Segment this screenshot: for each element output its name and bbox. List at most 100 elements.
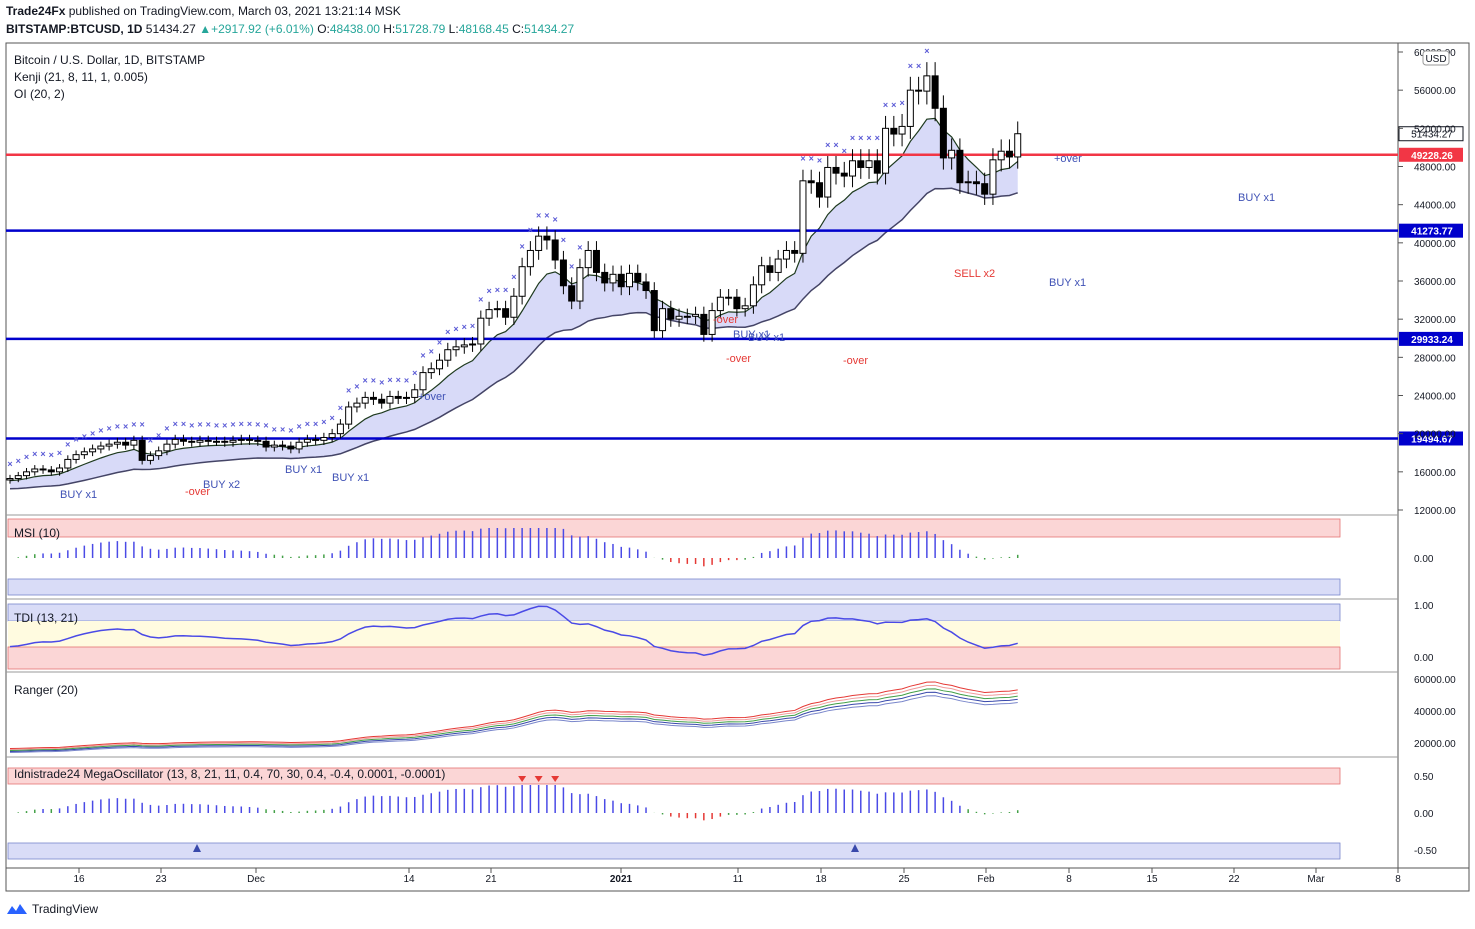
price-tick-label: 44000.00 — [1414, 201, 1456, 212]
candle-body — [584, 249, 592, 269]
signal-cross: × — [577, 243, 582, 253]
axes: 60000.00 56000.00 52000.00 48000.00 44000.00… — [73, 48, 1456, 885]
candle-body — [171, 438, 179, 445]
candle-body — [716, 296, 724, 312]
mega-tick-label: 0.50 — [1414, 772, 1434, 783]
signal-cross: × — [321, 417, 326, 427]
signal-cross: × — [296, 422, 301, 432]
candle-body — [138, 439, 146, 461]
tdi-tick-label: 1.00 — [1414, 601, 1434, 612]
candle-body — [188, 440, 196, 443]
candle-body — [733, 296, 741, 310]
signal-cross: × — [495, 285, 500, 295]
price-tick-label: 48000.00 — [1414, 163, 1456, 174]
candle-body — [502, 308, 510, 318]
candle-body — [708, 310, 716, 335]
candle-body — [964, 181, 972, 184]
signal-cross: × — [503, 285, 508, 295]
signal-annotation: BUY x1 — [748, 332, 785, 344]
candle-body — [956, 149, 964, 184]
mega-buy-marker — [193, 844, 201, 852]
candle-body — [146, 455, 154, 461]
signal-cross: × — [173, 419, 178, 429]
signal-cross: × — [825, 140, 830, 150]
candle-body — [6, 478, 14, 481]
candle-body — [972, 181, 980, 185]
signal-annotation: -over — [185, 486, 210, 498]
candle-body — [361, 396, 369, 404]
signal-cross: × — [40, 449, 45, 459]
level-label-bg — [1399, 223, 1463, 238]
signal-cross: × — [115, 422, 120, 432]
candle-body — [989, 159, 997, 195]
price-tick-label: 40000.00 — [1414, 239, 1456, 250]
signal-cross: × — [90, 429, 95, 439]
candle-body — [791, 249, 799, 254]
mega-lower-zone — [7, 842, 1341, 860]
msi-lower-zone — [7, 578, 1341, 596]
time-tick-label: 8 — [1066, 874, 1072, 885]
signal-cross: × — [189, 421, 194, 431]
candle-body — [543, 235, 551, 241]
candle-body — [402, 396, 410, 399]
candle-body — [113, 441, 121, 445]
signal-cross: × — [817, 156, 822, 166]
candle-body — [328, 433, 336, 438]
signal-cross: × — [313, 419, 318, 429]
mega-tick-label: 0.00 — [1414, 809, 1434, 820]
candle-body — [105, 443, 113, 447]
price-tick-label: 24000.00 — [1414, 392, 1456, 403]
candle-body — [906, 89, 914, 127]
time-tick-label: 11 — [733, 874, 744, 885]
candle-body — [155, 450, 163, 457]
signal-cross: × — [916, 61, 921, 71]
last-price-label: 51434.27 — [1411, 130, 1453, 141]
mega-legend: Idnistrade24 MegaOscillator (13, 8, 21, … — [14, 767, 445, 781]
candle-body — [56, 467, 64, 473]
signal-cross: × — [899, 98, 904, 108]
candle-body — [213, 440, 220, 443]
signal-cross: × — [396, 375, 401, 385]
candle-body — [601, 271, 609, 284]
candle-body — [799, 180, 807, 254]
signal-cross: × — [338, 403, 343, 413]
signal-annotation: BUY x1 — [285, 464, 322, 476]
publish-header: Trade24Fx published on TradingView.com, … — [6, 4, 401, 18]
signal-annotation: BUY x1 — [733, 329, 770, 341]
time-tick-label: Dec — [247, 874, 265, 885]
signal-cross: × — [82, 431, 87, 441]
candle-body — [221, 440, 229, 443]
price-tick-label: 16000.00 — [1414, 468, 1456, 479]
published-text: published on TradingView.com, March 03, … — [68, 4, 401, 18]
candle-body — [832, 166, 840, 174]
last-price-label-bg — [1398, 126, 1464, 142]
candle-body — [345, 406, 353, 425]
candle-body — [378, 398, 386, 404]
candle-body — [320, 436, 328, 441]
signal-cross: × — [511, 272, 516, 282]
candle-body — [758, 265, 766, 286]
ranger-band — [9, 688, 1018, 752]
candle-body — [898, 125, 906, 135]
candle-body — [436, 359, 444, 370]
price-tick-label: 28000.00 — [1414, 353, 1456, 364]
tdi-tick-label: 0.00 — [1414, 653, 1434, 664]
ranger-band — [9, 691, 1018, 752]
candle-body — [659, 308, 667, 332]
time-tick-label: 2021 — [610, 874, 633, 885]
mega-sell-marker — [534, 776, 543, 782]
time-tick-label: 22 — [1228, 874, 1240, 885]
candle-body — [741, 305, 749, 310]
signal-cross: × — [98, 426, 103, 436]
ranger-band — [9, 695, 1018, 753]
candle-body — [807, 180, 815, 184]
candle-body — [295, 441, 303, 450]
signal-cross: × — [412, 368, 417, 378]
signal-annotation: BUY x1 — [1049, 277, 1086, 289]
candle-body — [287, 445, 295, 450]
mega-sell-marker — [518, 776, 527, 782]
symbol: BITSTAMP:BTCUSD, 1D — [6, 22, 143, 36]
signal-cross: × — [57, 448, 62, 458]
currency-badge[interactable] — [1422, 50, 1450, 66]
